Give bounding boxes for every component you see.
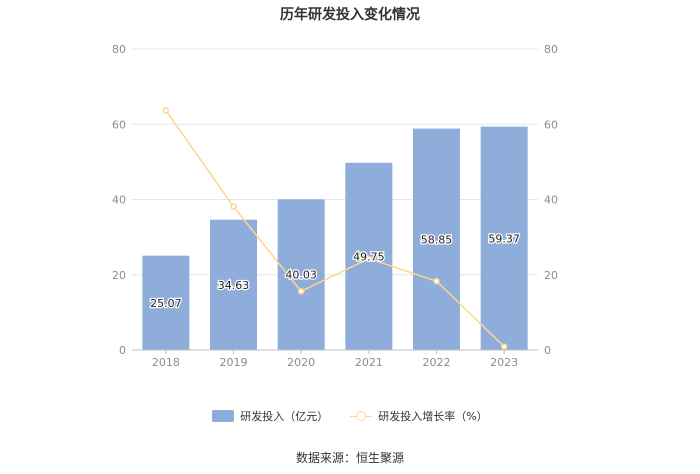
legend-bar-label: 研发投入（亿元） bbox=[240, 410, 329, 423]
y-right-tick-label: 20 bbox=[544, 269, 558, 282]
growth-point bbox=[433, 277, 440, 285]
growth-point bbox=[230, 203, 237, 210]
axes: 0 20 40 60 80 0 20 40 60 80 2018 2019 2020 2021 2022 20… bbox=[112, 43, 558, 369]
y-right-tick-label: 60 bbox=[544, 118, 558, 131]
bar-series bbox=[142, 126, 528, 350]
bar bbox=[480, 126, 528, 350]
bar-value-label: 25.07 bbox=[150, 297, 182, 310]
bar-value-label: 49.75 bbox=[353, 250, 385, 263]
gridlines bbox=[132, 48, 538, 276]
y-left-tick-label: 80 bbox=[112, 43, 126, 56]
x-tick-label: 2021 bbox=[355, 356, 383, 369]
bar bbox=[413, 128, 460, 350]
legend-item-bar[interactable]: 研发投入（亿元） bbox=[212, 408, 328, 424]
x-tick-label: 2020 bbox=[287, 356, 315, 369]
bar-value-label: 40.03 bbox=[285, 269, 317, 282]
growth-line-series bbox=[162, 107, 508, 350]
y-left-tick-label: 20 bbox=[112, 269, 126, 282]
bar-value-label: 58.85 bbox=[421, 233, 453, 246]
bar bbox=[142, 255, 190, 350]
chart-title: 历年研发投入变化情况 bbox=[280, 7, 420, 23]
y-left-tick-label: 60 bbox=[112, 118, 126, 131]
legend-item-line[interactable]: 研发投入增长率（%） bbox=[350, 408, 488, 424]
x-tick-label: 2018 bbox=[152, 356, 180, 369]
y-right-tick-label: 0 bbox=[544, 344, 551, 357]
x-tick-label: 2022 bbox=[423, 356, 451, 369]
y-right-tick-label: 40 bbox=[544, 194, 558, 207]
x-tick-label: 2019 bbox=[220, 356, 248, 369]
source-note: 数据来源：恒生聚源 bbox=[295, 451, 404, 465]
legend-line-label: 研发投入增长率（%） bbox=[378, 410, 488, 423]
legend: 研发投入（亿元） 研发投入增长率（%） bbox=[0, 408, 700, 424]
legend-line-swatch-icon bbox=[350, 410, 373, 422]
y-right-tick-label: 80 bbox=[544, 43, 558, 56]
bar bbox=[277, 199, 325, 350]
growth-point bbox=[297, 288, 305, 295]
growth-point bbox=[500, 343, 508, 350]
x-tick-label: 2023 bbox=[490, 356, 518, 369]
y-left-tick-label: 40 bbox=[112, 194, 126, 207]
growth-line bbox=[165, 109, 505, 348]
bar-data-labels: 25.07 34.63 40.03 49.75 58.85 59.37 bbox=[149, 231, 521, 311]
legend-bar-swatch-icon bbox=[212, 410, 235, 422]
bar-value-label: 34.63 bbox=[218, 279, 250, 292]
bar bbox=[210, 219, 257, 350]
growth-point bbox=[365, 255, 373, 262]
bar-value-label: 59.37 bbox=[488, 232, 520, 245]
growth-point bbox=[162, 107, 170, 114]
y-left-tick-label: 0 bbox=[119, 344, 126, 357]
